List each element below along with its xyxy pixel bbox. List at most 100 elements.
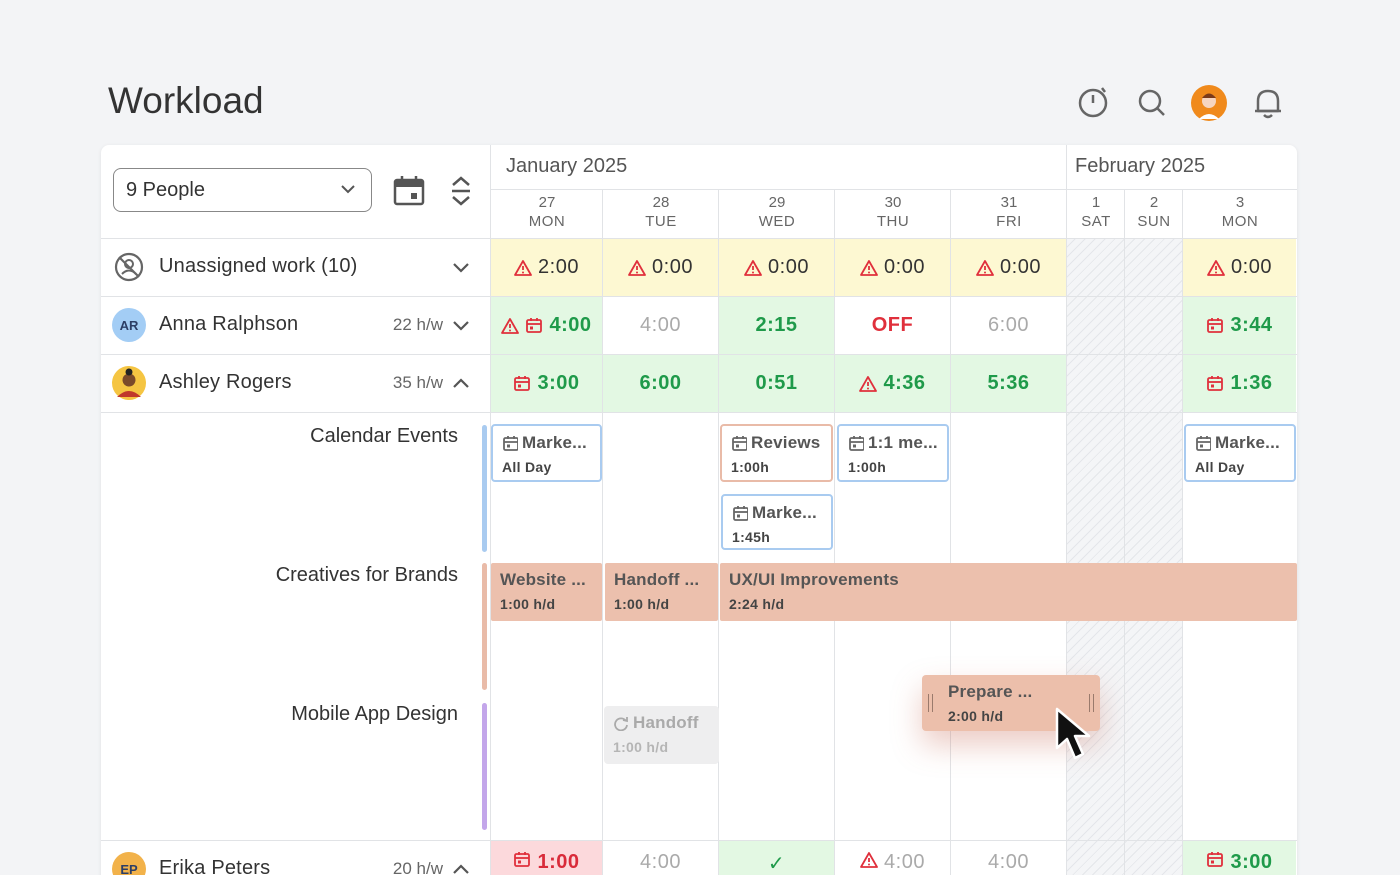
workload-cell[interactable]: 3:44 xyxy=(1183,297,1296,354)
avatar-initials: AR xyxy=(112,308,146,342)
workload-cell[interactable]: 3:00 xyxy=(491,355,602,412)
calendar-icon xyxy=(526,317,543,333)
group-bar xyxy=(482,563,487,690)
chevron-up[interactable] xyxy=(452,863,470,875)
day-weekday: SAT xyxy=(1081,213,1111,230)
event-title-row: Marke... xyxy=(502,433,591,453)
calendar-button[interactable] xyxy=(393,175,425,207)
event-block[interactable]: Marke... 1:45h xyxy=(721,494,833,550)
event-block[interactable]: Reviews 1:00h xyxy=(720,424,833,482)
workload-cell[interactable]: 0:51 xyxy=(719,355,834,412)
workload-cell[interactable]: 3:00 xyxy=(1183,841,1296,875)
weekly-hours: 22 h/w xyxy=(392,315,443,334)
column-divider xyxy=(490,145,491,875)
warning-icon xyxy=(1207,259,1225,276)
workload-cell[interactable]: 2:15 xyxy=(719,297,834,354)
event-block[interactable]: Marke... All Day xyxy=(1184,424,1296,482)
calendar-icon xyxy=(1196,436,1211,451)
workload-cell[interactable]: 2:00 xyxy=(491,239,602,296)
event-title-row: Marke... xyxy=(1195,433,1285,453)
chevron-up[interactable] xyxy=(452,377,470,389)
event-block[interactable]: Marke... All Day xyxy=(491,424,602,482)
cell-hours: 4:00 xyxy=(549,314,592,336)
workload-cell[interactable]: 0:00 xyxy=(603,239,718,296)
user-avatar[interactable] xyxy=(1191,85,1227,121)
event-block[interactable]: Handoff ... 1:00 h/d xyxy=(605,563,718,621)
event-detail: 2:00 h/d xyxy=(948,708,1004,724)
workload-cell[interactable]: 4:00 xyxy=(603,297,718,354)
event-detail: All Day xyxy=(502,459,552,475)
calendar-icon xyxy=(1207,852,1224,867)
cell-hours: 0:00 xyxy=(1000,256,1041,278)
cell-hours: 2:15 xyxy=(755,314,798,336)
people-select[interactable]: 9 People xyxy=(113,168,372,212)
event-detail: All Day xyxy=(1195,459,1245,475)
cell-hours: 1:00 xyxy=(537,851,580,873)
event-block[interactable]: 1:1 me... 1:00h xyxy=(837,424,949,482)
event-title: UX/UI Improvements xyxy=(729,570,899,589)
workload-cell[interactable]: ✓ xyxy=(719,841,834,875)
day-weekday: SUN xyxy=(1137,213,1171,230)
workload-cell[interactable]: 4:36 xyxy=(835,355,950,412)
workload-cell[interactable]: 4:00 xyxy=(835,841,950,875)
row-divider xyxy=(101,296,1297,297)
event-title: Website ... xyxy=(500,570,586,589)
workload-cell[interactable]: 4:00 xyxy=(951,841,1066,875)
workload-cell[interactable]: 6:00 xyxy=(603,355,718,412)
event-block[interactable]: UX/UI Improvements 2:24 h/d xyxy=(720,563,1297,621)
day-date: 27 xyxy=(538,194,556,211)
month-label: January 2025 xyxy=(506,155,628,177)
workload-cell[interactable]: 4:00 xyxy=(603,841,718,875)
calendar-icon xyxy=(514,852,531,867)
event-title: Marke... xyxy=(522,433,587,452)
event-title: Handoff xyxy=(633,713,699,732)
cell-hours: 3:00 xyxy=(1230,851,1273,873)
workload-cell[interactable]: OFF xyxy=(835,297,950,354)
workload-cell[interactable]: 0:00 xyxy=(719,239,834,296)
calendar-icon xyxy=(1207,317,1224,333)
chevron-down[interactable] xyxy=(452,261,470,273)
cell-hours: 6:00 xyxy=(639,372,682,394)
group-label: Creatives for Brands xyxy=(275,564,458,586)
event-block[interactable]: Handoff 1:00 h/d xyxy=(604,706,719,764)
day-weekday: THU xyxy=(876,213,910,230)
event-title: Prepare ... xyxy=(948,682,1033,701)
cell-hours: 6:00 xyxy=(988,314,1029,336)
group-label: Mobile App Design xyxy=(291,703,458,725)
search-icon[interactable] xyxy=(1137,88,1167,118)
row-name: Erika Peters xyxy=(159,857,271,875)
warning-icon xyxy=(744,259,762,276)
calendar-icon xyxy=(503,436,518,451)
column-divider xyxy=(834,189,835,875)
event-title-row: UX/UI Improvements xyxy=(729,570,1288,590)
workload-cell[interactable]: 1:36 xyxy=(1183,355,1296,412)
workload-cell[interactable]: 0:00 xyxy=(1183,239,1296,296)
day-date: 1 xyxy=(1091,194,1101,211)
event-block[interactable]: Website ... 1:00 h/d xyxy=(491,563,602,621)
cell-hours: 3:44 xyxy=(1230,314,1273,336)
workload-cell[interactable]: 1:00 xyxy=(491,841,602,875)
workload-cell[interactable]: 4:00 xyxy=(491,297,602,354)
cell-hours: 0:00 xyxy=(1231,256,1272,278)
expand-collapse-button[interactable] xyxy=(449,175,473,207)
column-divider xyxy=(950,189,951,875)
month-label: February 2025 xyxy=(1075,155,1206,177)
page-title: Workload xyxy=(108,80,264,121)
weekend-hatch xyxy=(1067,238,1183,875)
workload-cell[interactable]: 0:00 xyxy=(835,239,950,296)
cell-hours: 4:36 xyxy=(883,372,926,394)
workload-cell[interactable]: 6:00 xyxy=(951,297,1066,354)
notification-bell[interactable] xyxy=(1252,86,1284,120)
event-detail: 2:24 h/d xyxy=(729,596,785,612)
day-date: 3 xyxy=(1235,194,1245,211)
workload-cell[interactable]: 0:00 xyxy=(951,239,1066,296)
row-name: Unassigned work (10) xyxy=(159,255,358,277)
timer-icon[interactable] xyxy=(1076,85,1110,119)
avatar-initials: EP xyxy=(112,852,146,875)
event-title: Handoff ... xyxy=(614,570,700,589)
cell-hours: 0:51 xyxy=(755,372,798,394)
workload-cell[interactable]: 5:36 xyxy=(951,355,1066,412)
event-title: Marke... xyxy=(752,503,817,522)
chevron-down[interactable] xyxy=(452,319,470,331)
